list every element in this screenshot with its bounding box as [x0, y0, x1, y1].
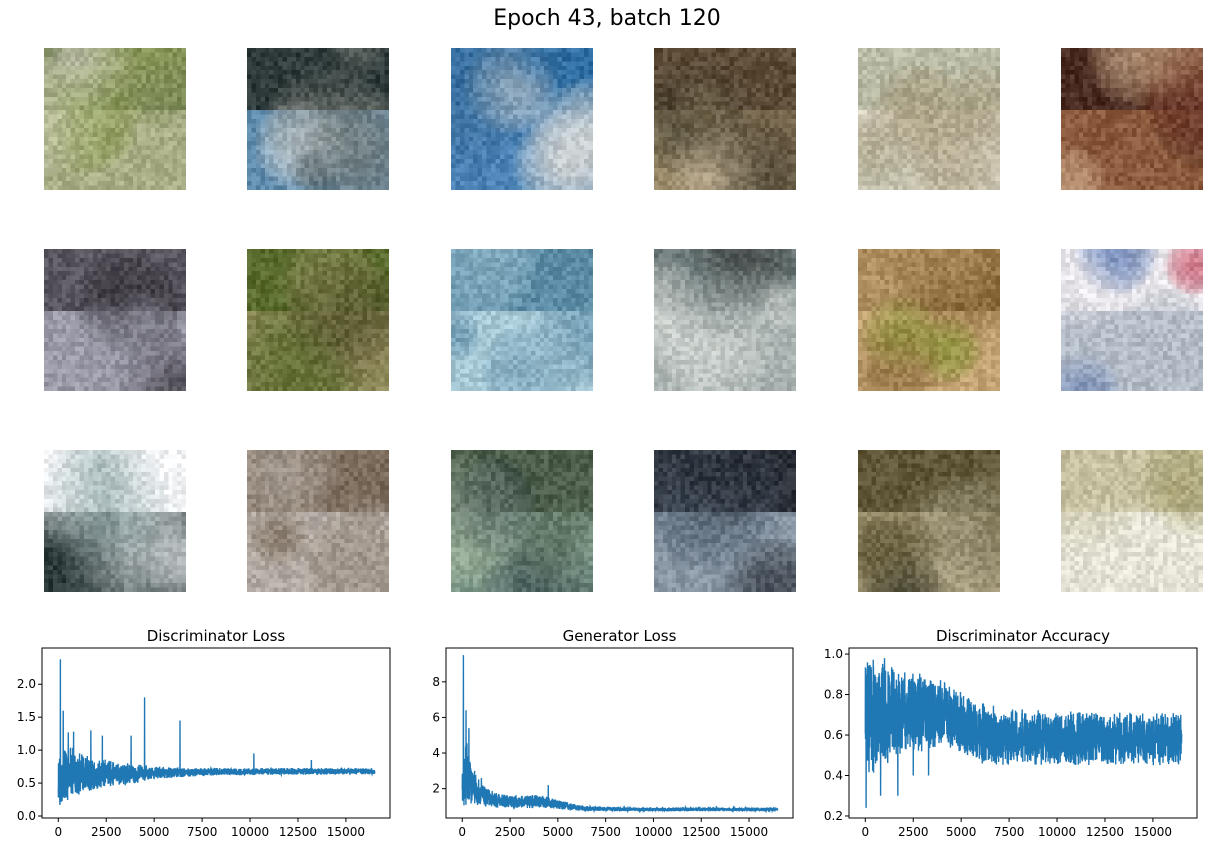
- sample-canvas: [858, 249, 1000, 391]
- x-tick-label: 10000: [231, 825, 269, 839]
- generated-sample-image: [654, 249, 796, 391]
- figure-title: Epoch 43, batch 120: [493, 6, 721, 31]
- y-tick-label: 0.6: [824, 728, 843, 742]
- y-tick-label: 0.5: [17, 776, 36, 790]
- x-tick-label: 12500: [682, 825, 720, 839]
- x-tick-label: 2500: [495, 825, 526, 839]
- generated-sample-image: [247, 48, 389, 190]
- sample-canvas: [247, 450, 389, 592]
- x-tick-label: 12500: [279, 825, 317, 839]
- sample-canvas: [451, 249, 593, 391]
- chart-1: Generator Loss 0 2500 5000 7500 10000 12500 150…: [432, 627, 794, 839]
- y-tick-label: 1.0: [824, 647, 843, 661]
- generated-sample-image: [451, 249, 593, 391]
- sample-canvas: [247, 249, 389, 391]
- generated-sample-image: [858, 249, 1000, 391]
- chart-0: Discriminator Loss 0 2500 5000 7500 10000 1250…: [17, 627, 391, 839]
- x-tick-label: 7500: [187, 825, 218, 839]
- x-tick-label: 2500: [898, 825, 929, 839]
- series-line: [57, 659, 376, 805]
- sample-canvas: [44, 48, 186, 190]
- x-tick-label: 0: [861, 825, 869, 839]
- generated-sample-image: [44, 48, 186, 190]
- generated-sample-image: [247, 450, 389, 592]
- generated-sample-image: [451, 450, 593, 592]
- y-tick-label: 6: [432, 710, 440, 724]
- x-tick-label: 15000: [1134, 825, 1172, 839]
- x-tick-label: 5000: [139, 825, 170, 839]
- x-tick-label: 7500: [590, 825, 621, 839]
- y-tick-label: 1.0: [17, 743, 36, 757]
- x-tick-label: 10000: [634, 825, 672, 839]
- sample-canvas: [44, 450, 186, 592]
- sample-canvas: [44, 249, 186, 391]
- y-tick-label: 0.0: [17, 809, 36, 823]
- generated-sample-image: [451, 48, 593, 190]
- sample-canvas: [654, 450, 796, 592]
- series-line: [864, 658, 1183, 808]
- sample-canvas: [654, 48, 796, 190]
- sample-canvas: [858, 48, 1000, 190]
- x-tick-label: 15000: [327, 825, 365, 839]
- axes-frame: [41, 647, 391, 819]
- x-tick-label: 5000: [543, 825, 574, 839]
- generated-sample-image: [654, 450, 796, 592]
- generated-sample-image: [654, 48, 796, 190]
- x-tick-label: 12500: [1086, 825, 1124, 839]
- sample-canvas: [451, 48, 593, 190]
- sample-canvas: [654, 249, 796, 391]
- generated-sample-image: [1061, 249, 1203, 391]
- generated-sample-image: [1061, 450, 1203, 592]
- chart-title: Discriminator Accuracy: [936, 627, 1110, 645]
- series-line: [461, 655, 779, 814]
- x-tick-label: 2500: [91, 825, 122, 839]
- x-tick-label: 0: [54, 825, 62, 839]
- sample-canvas: [858, 450, 1000, 592]
- x-tick-label: 0: [458, 825, 466, 839]
- axes-frame: [848, 647, 1198, 819]
- generated-sample-image: [858, 450, 1000, 592]
- x-tick-label: 10000: [1038, 825, 1076, 839]
- generated-sample-image: [44, 249, 186, 391]
- generated-sample-image: [1061, 48, 1203, 190]
- y-tick-label: 2: [432, 782, 440, 796]
- x-tick-label: 5000: [946, 825, 977, 839]
- sample-canvas: [1061, 249, 1203, 391]
- axes-frame: [445, 647, 794, 819]
- x-tick-label: 7500: [994, 825, 1025, 839]
- y-tick-label: 1.5: [17, 710, 36, 724]
- chart-title: Discriminator Loss: [147, 627, 286, 645]
- y-tick-label: 0.2: [824, 809, 843, 823]
- y-tick-label: 2.0: [17, 677, 36, 691]
- sample-canvas: [1061, 450, 1203, 592]
- sample-canvas: [451, 450, 593, 592]
- generated-sample-image: [247, 249, 389, 391]
- sample-canvas: [1061, 48, 1203, 190]
- generated-sample-image: [858, 48, 1000, 190]
- x-tick-label: 15000: [730, 825, 768, 839]
- generated-sample-image: [44, 450, 186, 592]
- sample-canvas: [247, 48, 389, 190]
- y-tick-label: 4: [432, 746, 440, 760]
- chart-2: Discriminator Accuracy 0 2500 5000 7500 10000…: [824, 627, 1198, 839]
- y-tick-label: 0.8: [824, 688, 843, 702]
- y-tick-label: 8: [432, 675, 440, 689]
- chart-title: Generator Loss: [563, 627, 677, 645]
- y-tick-label: 0.4: [824, 769, 843, 783]
